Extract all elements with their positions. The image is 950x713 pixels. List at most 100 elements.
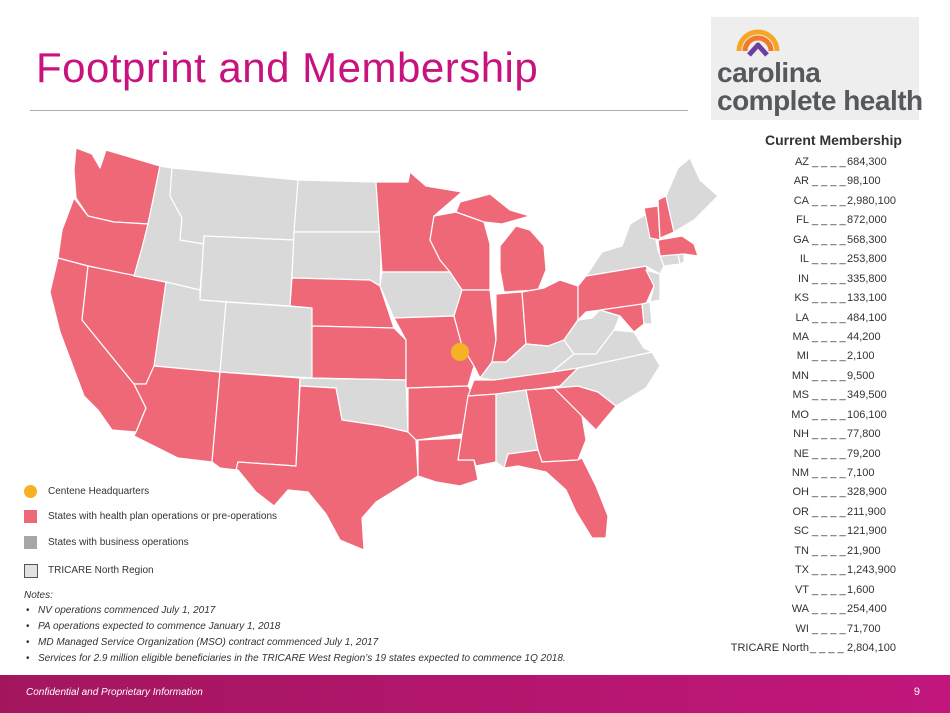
membership-value: 2,980,100 bbox=[847, 194, 896, 207]
state-MT bbox=[169, 167, 299, 245]
membership-state: CA bbox=[793, 194, 809, 207]
state-ND bbox=[293, 179, 383, 233]
notes-section: Notes: NV operations commenced July 1, 2… bbox=[24, 590, 566, 667]
membership-state: OH bbox=[792, 486, 810, 499]
membership-separator: _ _ _ _ bbox=[812, 330, 846, 343]
membership-row: MN _ _ _ _ 9,500 bbox=[700, 367, 945, 386]
membership-state: GA bbox=[793, 233, 809, 246]
membership-state: TX bbox=[794, 564, 809, 577]
membership-value: 1,243,900 bbox=[847, 564, 896, 577]
membership-separator: _ _ _ _ bbox=[812, 525, 846, 538]
membership-separator: _ _ _ _ bbox=[812, 350, 846, 363]
membership-row: CA _ _ _ _ 2,980,100 bbox=[700, 192, 945, 211]
state-TX bbox=[235, 385, 419, 551]
membership-row: IN _ _ _ _ 335,800 bbox=[700, 270, 945, 289]
state-AR bbox=[407, 385, 475, 441]
membership-separator: _ _ _ _ bbox=[812, 194, 846, 207]
membership-value: 121,900 bbox=[847, 525, 887, 538]
membership-list: AZ _ _ _ _ 684,300 AR _ _ _ _ 98,100 CA _ _ _ _… bbox=[700, 153, 945, 658]
membership-row: GA _ _ _ _ 568,300 bbox=[700, 231, 945, 250]
state-KS bbox=[311, 325, 407, 381]
membership-state: MI bbox=[796, 350, 809, 363]
membership-value: 2,804,100 bbox=[847, 641, 896, 654]
membership-state: NE bbox=[793, 447, 809, 460]
state-WY bbox=[199, 235, 295, 307]
confidential-label: Confidential and Proprietary Information bbox=[26, 687, 203, 698]
membership-state: AR bbox=[793, 175, 809, 188]
membership-separator: _ _ _ _ bbox=[812, 272, 846, 285]
state-MI bbox=[499, 225, 547, 293]
membership-separator: _ _ _ _ bbox=[812, 564, 846, 577]
membership-row: OH _ _ _ _ 328,900 bbox=[700, 483, 945, 502]
membership-state: MS bbox=[792, 389, 810, 402]
membership-state: MO bbox=[791, 408, 809, 421]
membership-value: 211,900 bbox=[847, 505, 886, 518]
membership-separator: _ _ _ _ bbox=[812, 428, 846, 441]
logo-line2: complete health bbox=[717, 85, 923, 116]
note-item: Services for 2.9 million eligible benefi… bbox=[24, 651, 566, 667]
footer-bar: Confidential and Proprietary Information… bbox=[0, 675, 950, 713]
membership-total-row: TRICARE North _ _ _ _ 2,804,100 bbox=[700, 639, 945, 658]
membership-value: 568,300 bbox=[847, 233, 887, 246]
membership-value: 79,200 bbox=[847, 447, 881, 460]
membership-state: LA bbox=[795, 311, 809, 324]
chevron-arch-icon bbox=[736, 29, 780, 57]
membership-state: OR bbox=[792, 505, 810, 518]
state-WA bbox=[73, 147, 161, 225]
membership-state: MA bbox=[792, 330, 810, 343]
company-logo: carolina complete health bbox=[711, 17, 923, 120]
membership-state: NM bbox=[791, 467, 809, 479]
logo-line1: carolina bbox=[717, 57, 821, 88]
membership-value: 335,800 bbox=[847, 272, 887, 285]
legend-label: Centene Headquarters bbox=[48, 486, 150, 497]
membership-state: IL bbox=[799, 253, 809, 266]
state-MI-upper bbox=[455, 193, 531, 225]
membership-state: VT bbox=[794, 583, 809, 596]
note-item: MD Managed Service Organization (MSO) co… bbox=[24, 635, 566, 651]
membership-row: OR _ _ _ _ 211,900 bbox=[700, 503, 945, 522]
legend-label: TRICARE North Region bbox=[48, 565, 154, 576]
membership-separator: _ _ _ _ bbox=[812, 544, 846, 557]
membership-separator: _ _ _ _ bbox=[812, 622, 846, 635]
membership-value: 1,600 bbox=[847, 583, 875, 596]
membership-value: 328,900 bbox=[847, 486, 887, 499]
notes-list: NV operations commenced July 1, 2017PA o… bbox=[24, 603, 566, 667]
membership-state: SC bbox=[793, 525, 809, 538]
membership-value: 9,500 bbox=[847, 369, 875, 382]
membership-separator: _ _ _ _ bbox=[812, 486, 846, 499]
membership-state: KS bbox=[794, 292, 809, 305]
state-CO bbox=[219, 301, 315, 379]
membership-value: 484,100 bbox=[847, 311, 887, 324]
membership-row: TX _ _ _ _ 1,243,900 bbox=[700, 561, 945, 580]
legend-swatch bbox=[24, 510, 37, 523]
state-MA bbox=[657, 235, 699, 257]
membership-state: AZ bbox=[794, 156, 809, 168]
page-title: Footprint and Membership bbox=[36, 44, 539, 91]
membership-separator: _ _ _ _ bbox=[812, 583, 846, 596]
state-VT bbox=[643, 205, 661, 241]
page-number: 9 bbox=[913, 686, 920, 698]
membership-value: 106,100 bbox=[847, 408, 887, 421]
state-ME bbox=[665, 157, 719, 233]
membership-row: AR _ _ _ _ 98,100 bbox=[700, 172, 945, 191]
membership-row: IL _ _ _ _ 253,800 bbox=[700, 250, 945, 269]
membership-row: WI _ _ _ _ 71,700 bbox=[700, 620, 945, 639]
membership-state: TRICARE North bbox=[730, 641, 809, 654]
membership-state: IN bbox=[798, 272, 809, 285]
state-NM bbox=[211, 371, 301, 471]
membership-separator: _ _ _ _ bbox=[812, 505, 846, 518]
membership-row: LA _ _ _ _ 484,100 bbox=[700, 309, 945, 328]
membership-value: 71,700 bbox=[847, 622, 881, 635]
membership-row: MI _ _ _ _ 2,100 bbox=[700, 347, 945, 366]
membership-state: WA bbox=[791, 603, 809, 616]
membership-separator: _ _ _ _ bbox=[812, 447, 846, 460]
membership-separator: _ _ _ _ bbox=[812, 408, 846, 421]
membership-value: 21,900 bbox=[847, 544, 881, 557]
membership-state: MN bbox=[791, 369, 809, 382]
membership-state: FL bbox=[796, 214, 809, 227]
membership-row: SC _ _ _ _ 121,900 bbox=[700, 522, 945, 541]
membership-separator: _ _ _ _ bbox=[812, 292, 846, 305]
membership-separator: _ _ _ _ bbox=[812, 233, 846, 246]
legend-swatch bbox=[24, 485, 37, 498]
membership-value: 44,200 bbox=[847, 330, 881, 343]
